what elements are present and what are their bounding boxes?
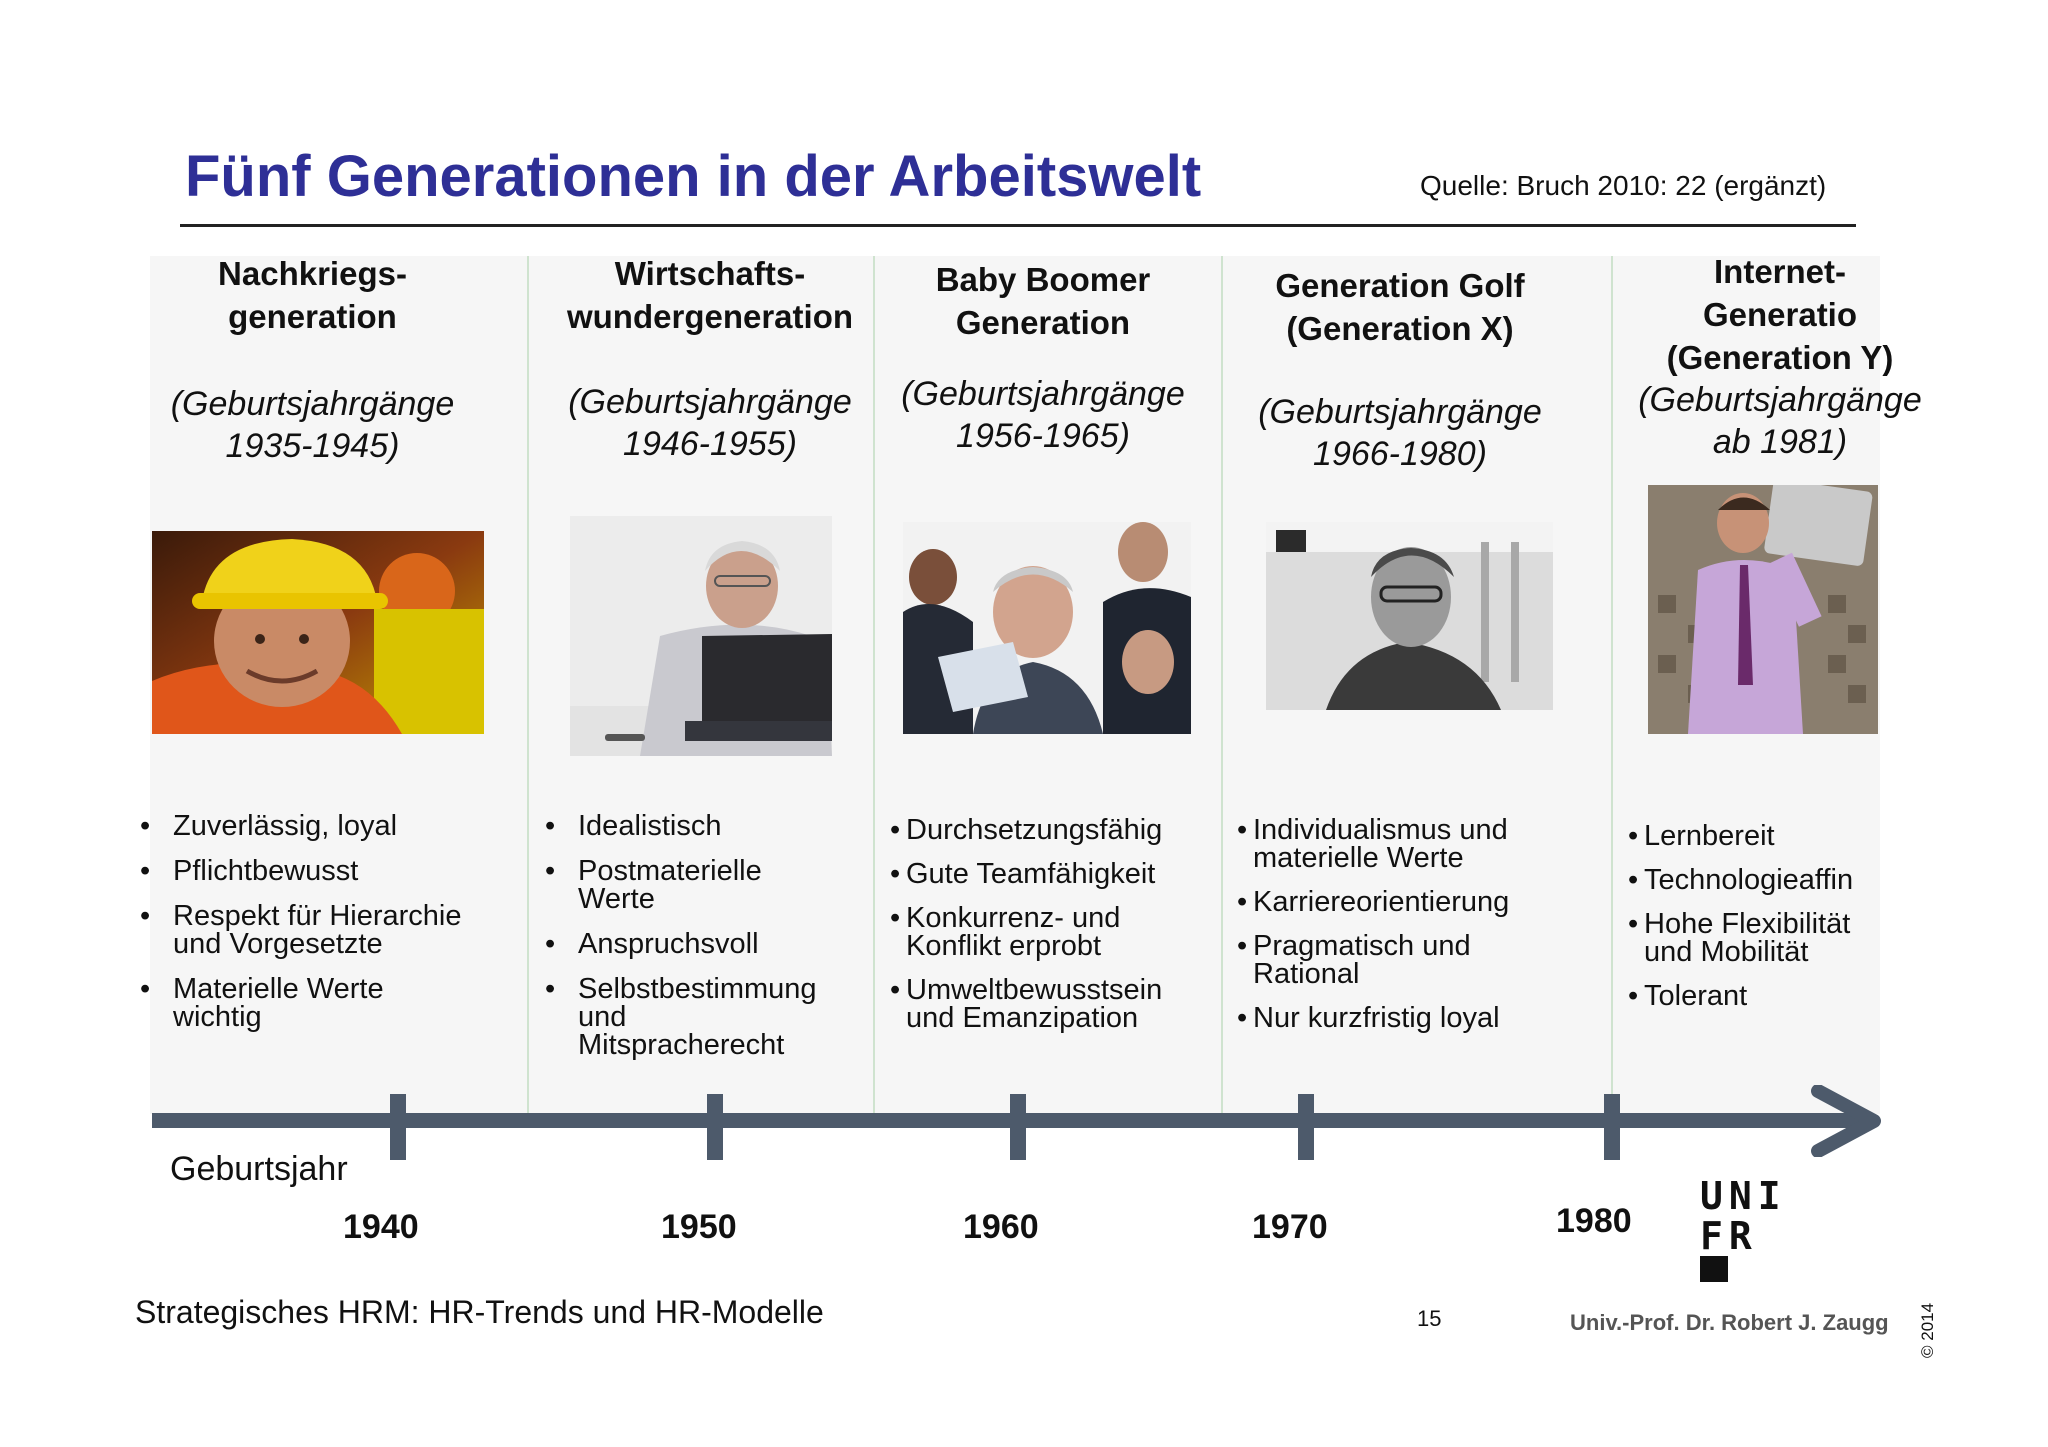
generation-title: Nachkriegs- generation — [218, 255, 407, 335]
trait-item: Nur kurzfristig loyal — [1237, 1004, 1597, 1033]
man-glasses-portrait-photo — [1266, 522, 1553, 710]
copyright-note: © 2014 — [1918, 1302, 1937, 1358]
generation-title: Wirtschafts- wundergeneration — [566, 255, 854, 335]
business-team-photo — [903, 522, 1191, 734]
course-title: Strategisches HRM: HR-Trends und HR-Mode… — [135, 1294, 824, 1330]
year-label-1970: 1970 — [1252, 1208, 1328, 1246]
young-man-skateboard-photo — [1648, 485, 1878, 734]
column-divider — [1221, 256, 1223, 1114]
generation-birth-years: (Geburtsjahrgänge 1946-1955) — [568, 383, 852, 463]
title-rule — [180, 224, 1856, 227]
trait-item: Idealistisch — [545, 812, 865, 841]
page-number: 15 — [1417, 1306, 1442, 1331]
unifr-logo-square — [1700, 1256, 1728, 1282]
year-label-1980: 1980 — [1556, 1202, 1632, 1240]
trait-list-baby-boomer: Durchsetzungsfähig Gute Teamfähigkeit Ko… — [890, 816, 1220, 1048]
year-label-1950: 1950 — [661, 1208, 737, 1246]
slide-title: Fünf Generationen in der Arbeitswelt — [185, 144, 1202, 209]
timeline-arrowhead-icon — [1811, 1085, 1881, 1157]
trait-item: Pflichtbewusst — [140, 857, 500, 886]
generation-birth-years: (Geburtsjahrgänge 1966-1980) — [1258, 393, 1542, 473]
year-label-1940: 1940 — [343, 1208, 419, 1246]
generation-column-gen-x: Generation Golf (Generation X) (Geburtsj… — [1240, 264, 1560, 475]
older-man-laptop-photo — [570, 516, 832, 756]
timeline-tick-1950 — [707, 1094, 723, 1160]
trait-list-gen-y: Lernbereit Technologieaffin Hohe Flexibi… — [1628, 822, 1928, 1026]
column-divider — [873, 256, 875, 1114]
worker-in-hardhat-photo — [152, 531, 484, 734]
trait-item: Tolerant — [1628, 982, 1928, 1011]
source-note: Quelle: Bruch 2010: 22 (ergänzt) — [1420, 170, 1827, 201]
column-divider — [527, 256, 529, 1114]
generation-title: Baby Boomer Generation — [935, 261, 1151, 341]
timeline-tick-1980 — [1604, 1094, 1620, 1160]
timeline-tick-1940 — [390, 1094, 406, 1160]
author-name: Univ.-Prof. Dr. Robert J. Zaugg — [1570, 1310, 1889, 1335]
trait-item: Anspruchsvoll — [545, 930, 865, 959]
timeline-tick-1970 — [1298, 1094, 1314, 1160]
generation-column-economic-miracle: Wirtschafts- wundergeneration (Geburtsja… — [545, 252, 875, 465]
trait-item: Technologieaffin — [1628, 866, 1928, 895]
generation-birth-years: (Geburtsjahrgänge ab 1981) — [1638, 381, 1922, 461]
generation-column-gen-y: Internet- Generatio (Generation Y) (Gebu… — [1620, 250, 1940, 463]
generation-column-baby-boomer: Baby Boomer Generation (Geburtsjahrgänge… — [878, 258, 1208, 457]
generation-column-postwar: Nachkriegs- generation (Geburtsjahrgänge… — [150, 252, 475, 467]
trait-item: Zuverlässig, loyal — [140, 812, 500, 841]
generation-title: Internet- Generatio (Generation Y) — [1666, 253, 1894, 376]
generation-birth-years: (Geburtsjahrgänge 1956-1965) — [901, 375, 1185, 455]
column-divider — [1611, 256, 1613, 1114]
generation-title: Generation Golf (Generation X) — [1275, 267, 1525, 347]
generation-birth-years: (Geburtsjahrgänge 1935-1945) — [170, 385, 455, 465]
year-label-1960: 1960 — [963, 1208, 1039, 1246]
trait-item: Durchsetzungsfähig — [890, 816, 1220, 845]
unifr-logo: UNI FR — [1700, 1174, 1787, 1258]
trait-item: Karriereorientierung — [1237, 888, 1597, 917]
trait-item: Gute Teamfähigkeit — [890, 860, 1220, 889]
timeline-tick-1960 — [1010, 1094, 1026, 1160]
timeline-axis-label: Geburtsjahr — [170, 1150, 348, 1188]
trait-list-postwar: Zuverlässig, loyal Pflichtbewusst Respek… — [140, 812, 500, 1048]
trait-item: Lernbereit — [1628, 822, 1928, 851]
